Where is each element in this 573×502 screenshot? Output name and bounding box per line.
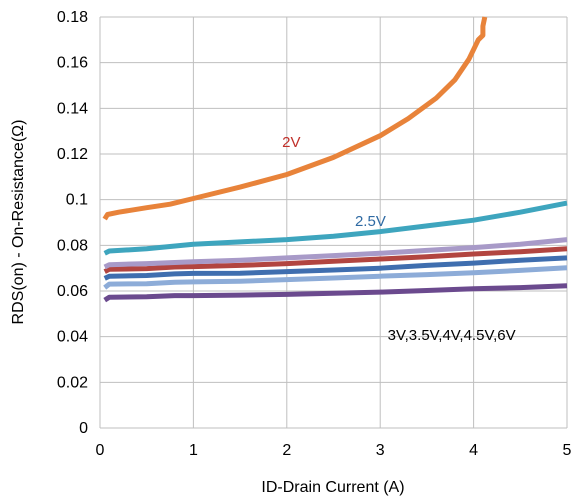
y-tick-label: 0.12: [57, 146, 88, 163]
y-axis-title: RDS(on) - On-Resistance(Ω): [10, 120, 27, 325]
curve-label-2: 3V,3.5V,4V,4.5V,6V: [388, 327, 516, 344]
y-tick-label: 0.14: [57, 100, 88, 117]
series-line-5: [103, 265, 568, 290]
y-tick-label: 0.06: [57, 283, 88, 300]
x-tick-label: 0: [96, 442, 105, 459]
x-tick-label: 1: [189, 442, 198, 459]
y-tick-label: 0.04: [57, 329, 88, 346]
series-group: [102, 16, 568, 303]
y-tick-labels: 0 0.02 0.04 0.06 0.08 0.1 0.12 0.14 0.16 0.18: [57, 9, 88, 437]
series-line-4: [103, 255, 568, 281]
series-line-3: [103, 246, 568, 274]
curve-label-1: 2.5V: [355, 213, 386, 230]
series-line-0: [102, 16, 488, 221]
series-line-1: [103, 200, 568, 256]
x-tick-label: 3: [376, 442, 385, 459]
x-tick-labels: 0 1 2 3 4 5: [96, 442, 572, 459]
x-tick-label: 4: [469, 442, 478, 459]
series-line-2: [103, 237, 568, 270]
annotations: 2V 2.5V 3V,3.5V,4V,4.5V,6V: [282, 134, 515, 344]
y-tick-label: 0.16: [57, 55, 88, 72]
y-tick-label: 0.02: [57, 374, 88, 391]
y-tick-label: 0: [79, 420, 88, 437]
x-axis-title: ID-Drain Current (A): [261, 479, 404, 496]
series-line-6: [103, 283, 568, 303]
y-tick-label: 0.18: [57, 9, 88, 26]
x-tick-label: 5: [563, 442, 572, 459]
x-tick-label: 2: [282, 442, 291, 459]
y-tick-label: 0.08: [57, 237, 88, 254]
grid: [99, 16, 568, 429]
y-tick-label: 0.1: [66, 192, 88, 209]
curve-label-0: 2V: [282, 134, 300, 151]
